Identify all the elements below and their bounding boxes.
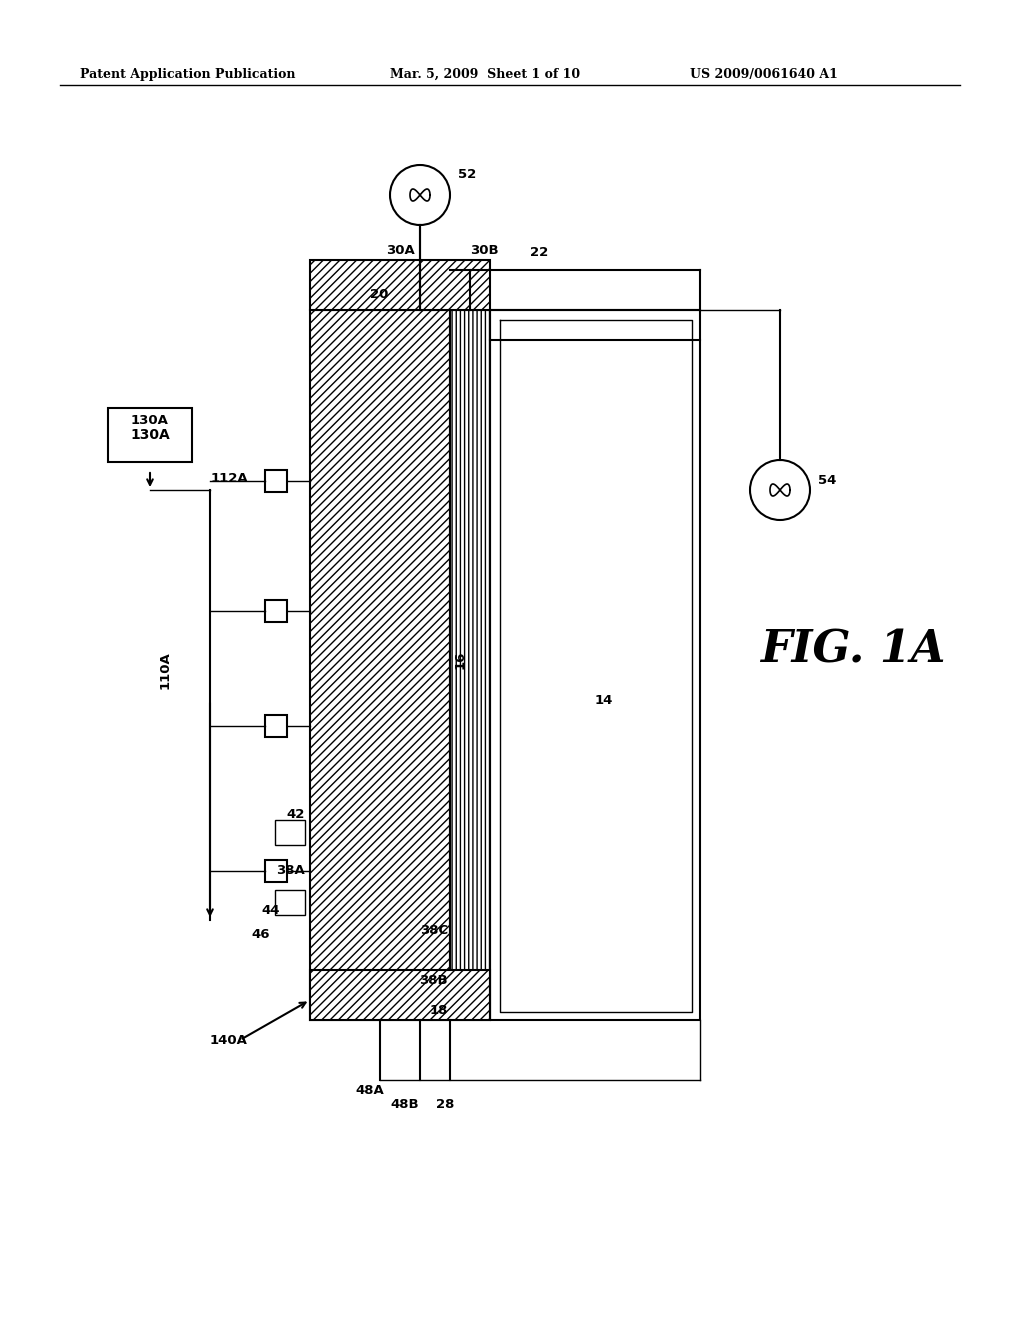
- Text: 54: 54: [818, 474, 837, 487]
- Text: 14: 14: [595, 693, 613, 706]
- Text: 16: 16: [454, 651, 467, 669]
- Text: 18: 18: [430, 1003, 449, 1016]
- Bar: [275, 890, 305, 915]
- Text: 46: 46: [252, 928, 270, 941]
- Text: 52: 52: [458, 169, 476, 181]
- Text: Patent Application Publication: Patent Application Publication: [80, 69, 296, 81]
- Text: 112A: 112A: [210, 471, 248, 484]
- Bar: [265, 861, 287, 882]
- Text: 48A: 48A: [355, 1084, 384, 1097]
- Text: 30B: 30B: [470, 243, 499, 256]
- Bar: [275, 820, 305, 845]
- Bar: [265, 601, 287, 622]
- Text: 110A: 110A: [159, 651, 171, 689]
- Bar: [265, 470, 287, 492]
- Text: 38C: 38C: [420, 924, 449, 936]
- Bar: [265, 715, 287, 737]
- FancyBboxPatch shape: [108, 408, 193, 462]
- Text: 130A: 130A: [130, 428, 170, 442]
- Bar: [310, 970, 490, 1020]
- Text: 38A: 38A: [276, 863, 305, 876]
- Text: 42: 42: [287, 808, 305, 821]
- Text: 22: 22: [530, 246, 548, 259]
- Bar: [310, 260, 490, 310]
- Text: 38B: 38B: [420, 974, 449, 986]
- Text: US 2009/0061640 A1: US 2009/0061640 A1: [690, 69, 838, 81]
- Text: Mar. 5, 2009  Sheet 1 of 10: Mar. 5, 2009 Sheet 1 of 10: [390, 69, 581, 81]
- Text: 20: 20: [370, 289, 388, 301]
- Text: 28: 28: [436, 1098, 455, 1111]
- Bar: [450, 310, 490, 1020]
- Text: 44: 44: [261, 903, 280, 916]
- Text: 130A: 130A: [131, 413, 169, 426]
- Text: FIG. 1A: FIG. 1A: [760, 628, 945, 672]
- Bar: [310, 310, 450, 1020]
- Text: 30A: 30A: [386, 243, 415, 256]
- Text: 140A: 140A: [210, 1034, 248, 1047]
- Text: 48B: 48B: [391, 1098, 419, 1111]
